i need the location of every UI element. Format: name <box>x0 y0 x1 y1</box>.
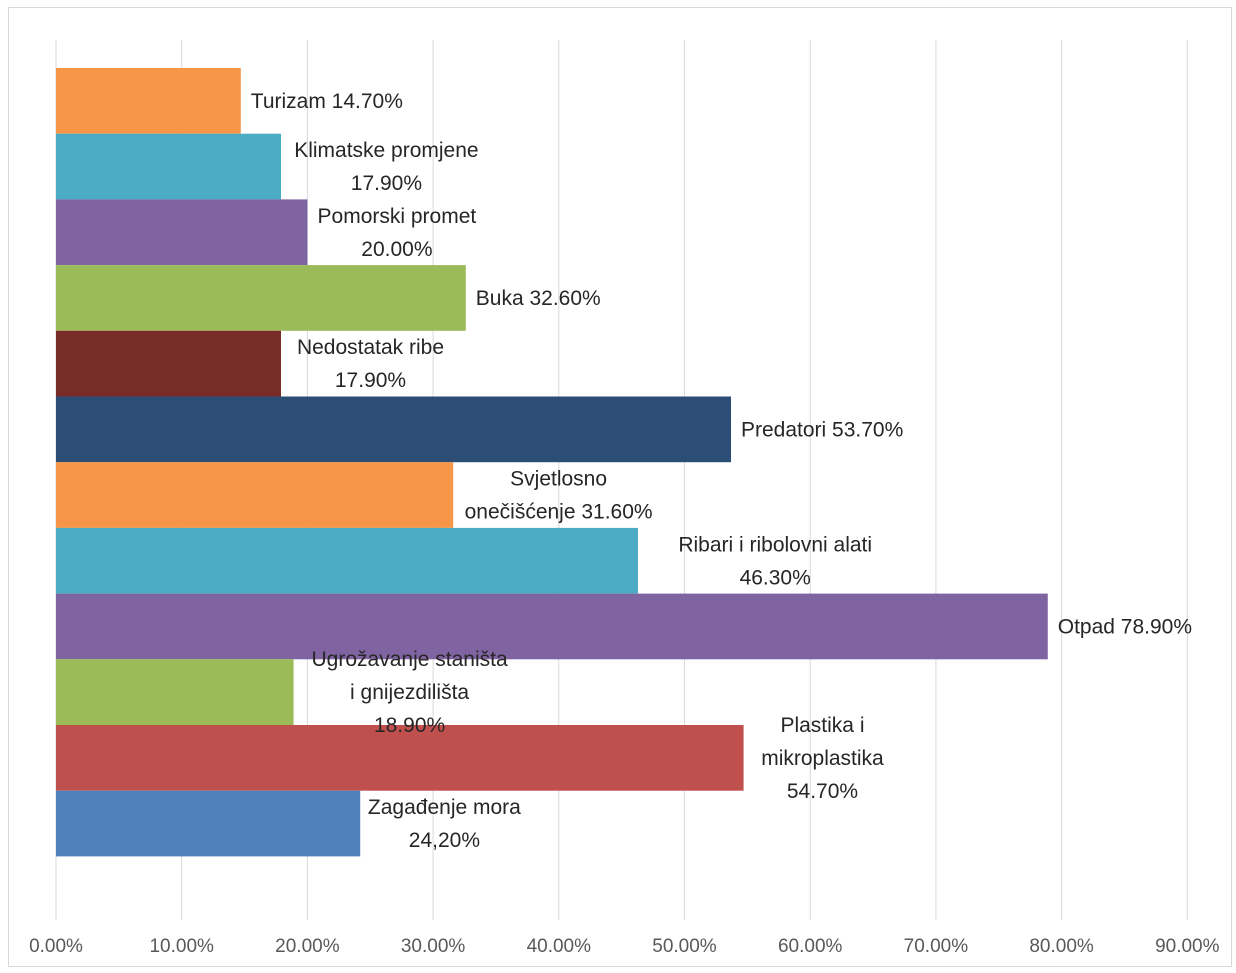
bar-data-label-line: i gnijezdilišta <box>350 681 469 704</box>
bar-data-label-line: onečišćenje 31.60% <box>465 501 653 524</box>
bar-data-label-line: Svjetlosno <box>510 468 607 491</box>
bar <box>56 199 308 266</box>
bar-data-label: Ribari i ribolovni alati 46.30% <box>678 533 872 589</box>
bar-data-label: Buka 32.60% <box>476 287 601 310</box>
bar-data-label: Nedostatak ribe 17.90% <box>297 336 444 392</box>
bar <box>56 790 361 857</box>
x-tick-label: 90.00% <box>1155 936 1220 957</box>
bar-data-label-line: Ugrožavanje staništa <box>312 648 508 671</box>
x-tick-label: 30.00% <box>401 936 466 957</box>
bar-data-label: Klimatske promjene 17.90% <box>294 139 478 195</box>
bar-data-label: Pomorski promet 20.00% <box>318 205 477 261</box>
bar-data-label-line: 46.30% <box>740 566 811 589</box>
bar <box>56 330 282 397</box>
bar-data-label: Svjetlosno onečišćenje 31.60% <box>465 468 653 524</box>
bar-data-label-line: mikroplastika <box>761 747 884 770</box>
bar-data-label-line: 17.90% <box>335 369 406 392</box>
bar-data-label-line: Plastika i <box>780 714 864 737</box>
bar <box>56 527 638 594</box>
bar-data-label-line: 24,20% <box>409 829 480 852</box>
bars-group <box>56 68 1048 857</box>
bar-data-label-line: Pomorski promet <box>318 205 477 228</box>
x-tick-label: 70.00% <box>904 936 969 957</box>
bar-data-label-line: Ribari i ribolovni alati <box>678 533 872 556</box>
bar-data-label: Ugrožavanje staništa i gnijezdilišta 18.90… <box>312 648 508 737</box>
bar-data-label-line: Buka 32.60% <box>476 287 601 310</box>
x-tick-label: 80.00% <box>1029 936 1094 957</box>
x-tick-label: 40.00% <box>527 936 592 957</box>
x-axis-ticks: 0.00% 10.00% 20.00% 30.00% 40.00% 50.00% 60.00… <box>29 936 1220 957</box>
bar-data-label-line: 20.00% <box>361 238 432 261</box>
data-labels-group: Turizam 14.70% Klimatske promjene 17.90% Po… <box>251 90 1192 852</box>
bar-data-label-line: Turizam 14.70% <box>251 90 403 113</box>
bar-data-label-line: Otpad 78.90% <box>1058 615 1192 638</box>
bar <box>56 133 282 200</box>
bar-data-label: Plastika i mikroplastika 54.70% <box>761 714 884 803</box>
bar <box>56 396 732 463</box>
bar-data-label-line: Klimatske promjene <box>294 139 478 162</box>
bar-data-label-line: Predatori 53.70% <box>741 418 903 441</box>
bar <box>56 659 294 725</box>
x-tick-label: 50.00% <box>652 936 717 957</box>
x-tick-label: 0.00% <box>29 936 83 957</box>
bar <box>56 725 744 791</box>
bar <box>56 265 466 331</box>
x-tick-label: 20.00% <box>275 936 340 957</box>
bar <box>56 462 454 528</box>
bar-data-label-line: 54.70% <box>787 780 858 803</box>
bar-data-label-line: Nedostatak ribe <box>297 336 444 359</box>
bar-data-label-line: Zagađenje mora <box>368 796 521 819</box>
x-tick-label: 60.00% <box>778 936 843 957</box>
bar <box>56 593 1048 660</box>
bar-data-label: Zagađenje mora 24,20% <box>368 796 521 852</box>
bar <box>56 68 241 134</box>
bar-data-label-line: 17.90% <box>351 172 422 195</box>
bar-data-label-line: 18.90% <box>374 714 445 737</box>
bar-data-label: Predatori 53.70% <box>741 418 903 441</box>
x-tick-label: 10.00% <box>149 936 214 957</box>
bar-data-label: Otpad 78.90% <box>1058 615 1192 638</box>
bar-data-label: Turizam 14.70% <box>251 90 403 113</box>
